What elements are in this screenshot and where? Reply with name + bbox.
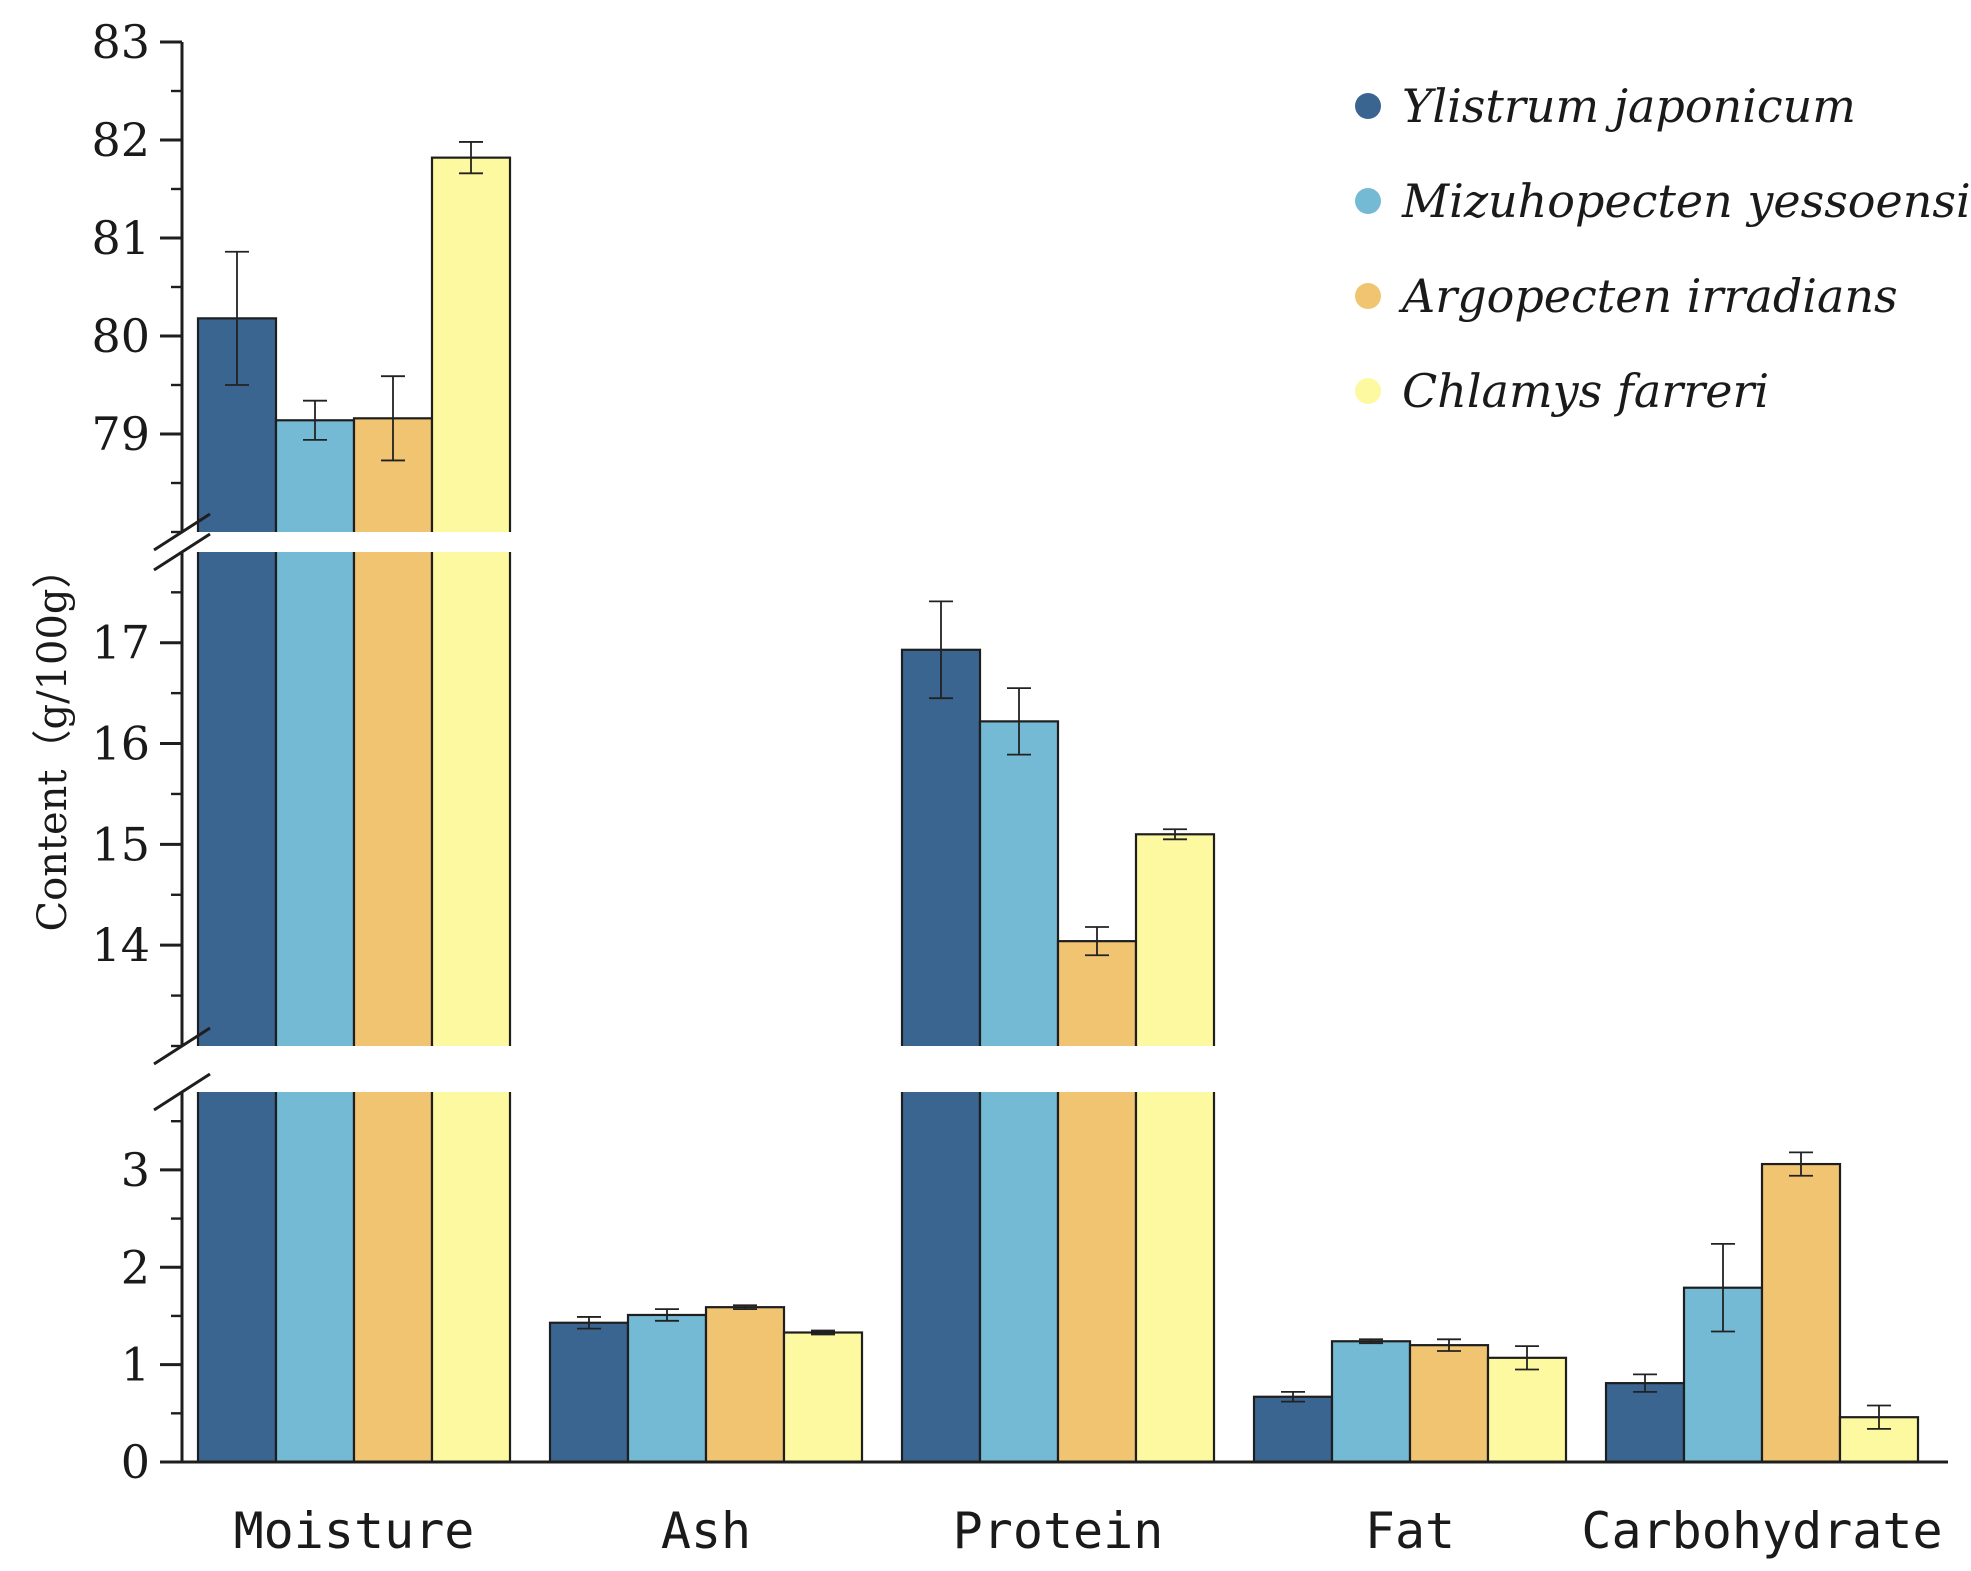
- legend-marker-1: [1355, 188, 1381, 214]
- bar-carbohydrate-0: [1604, 1382, 1686, 1464]
- x-axis-labels: Moisture Ash Protein Fat Carbohydrate: [234, 1502, 1943, 1560]
- y-tick-label-80: 80: [91, 309, 150, 363]
- axis-break-mark-0-1: [153, 1072, 211, 1112]
- x-tick-label-moisture: Moisture: [234, 1502, 475, 1560]
- x-tick-label-protein: Protein: [953, 1502, 1164, 1560]
- y-tick-label-81: 81: [91, 211, 150, 265]
- x-tick-label-carbohydrate: Carbohydrate: [1581, 1502, 1942, 1560]
- y-tick-label-83: 83: [91, 15, 150, 69]
- bar-fat-1: [1330, 1340, 1412, 1464]
- y-tick-label-15: 15: [91, 817, 150, 871]
- bar-ash-1: [626, 1313, 708, 1464]
- bar-moisture-3: [430, 156, 512, 1464]
- bar-moisture-1: [274, 419, 356, 1464]
- bar-ash-0: [548, 1321, 630, 1464]
- legend: Ylistrum japonicum Mizuhopecten yessoensi…: [1355, 79, 1971, 418]
- y-tick-label-2: 2: [121, 1240, 150, 1294]
- y-axis-title: Content（g/100g）: [30, 548, 76, 931]
- y-tick-label-1: 1: [121, 1338, 150, 1392]
- y-axis: 0 1 2 3 14 15 16 17 79 80 81 82 83: [91, 15, 1948, 1489]
- y-tick-label-79: 79: [91, 407, 150, 461]
- bar-carbohydrate-2: [1760, 1162, 1842, 1464]
- bar-ash-2: [704, 1306, 786, 1464]
- y-tick-label-0: 0: [121, 1435, 150, 1489]
- legend-marker-2: [1355, 283, 1381, 309]
- axis-break-band-1: [183, 532, 1949, 552]
- legend-marker-3: [1355, 378, 1381, 404]
- y-tick-label-16: 16: [91, 717, 150, 771]
- bars-layer: [183, 141, 1949, 1464]
- y-tick-label-17: 17: [91, 616, 150, 670]
- x-tick-label-fat: Fat: [1365, 1502, 1455, 1560]
- bar-fat-2: [1408, 1344, 1490, 1464]
- bar-ash-3: [782, 1331, 864, 1464]
- bar-protein-2: [1056, 940, 1138, 1464]
- axis-break-band-0: [183, 1046, 1949, 1092]
- legend-label-1: Mizuhopecten yessoensis: [1401, 174, 1971, 228]
- bar-fat-0: [1252, 1395, 1334, 1464]
- y-tick-label-14: 14: [91, 918, 150, 972]
- legend-label-2: Argopecten irradians: [1398, 269, 1898, 323]
- legend-label-0: Ylistrum japonicum: [1402, 79, 1856, 133]
- y-tick-label-3: 3: [121, 1143, 150, 1197]
- axis-break-mark-1-1: [153, 532, 211, 572]
- legend-label-3: Chlamys farreri: [1402, 364, 1769, 418]
- bar-protein-3: [1134, 833, 1216, 1464]
- legend-marker-0: [1355, 93, 1381, 119]
- x-tick-label-ash: Ash: [661, 1502, 751, 1560]
- bar-fat-3: [1486, 1356, 1568, 1464]
- bar-moisture-2: [352, 417, 434, 1464]
- bar-moisture-0: [196, 317, 278, 1464]
- y-tick-label-82: 82: [91, 113, 150, 167]
